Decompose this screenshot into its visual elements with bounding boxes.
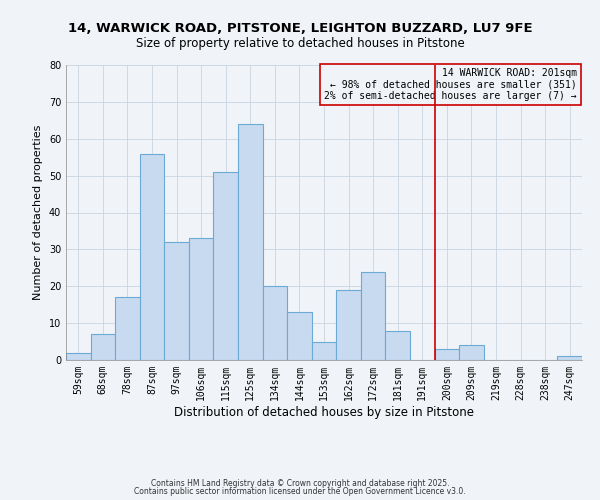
Bar [434, 349, 459, 360]
Bar [189, 238, 214, 360]
Text: Contains public sector information licensed under the Open Government Licence v3: Contains public sector information licen… [134, 487, 466, 496]
Text: Size of property relative to detached houses in Pitstone: Size of property relative to detached ho… [136, 38, 464, 51]
Y-axis label: Number of detached properties: Number of detached properties [33, 125, 43, 300]
Bar [361, 272, 385, 360]
Bar [459, 345, 484, 360]
Bar [115, 298, 140, 360]
Bar [91, 334, 115, 360]
X-axis label: Distribution of detached houses by size in Pitstone: Distribution of detached houses by size … [174, 406, 474, 418]
Bar [557, 356, 582, 360]
Text: 14, WARWICK ROAD, PITSTONE, LEIGHTON BUZZARD, LU7 9FE: 14, WARWICK ROAD, PITSTONE, LEIGHTON BUZ… [68, 22, 532, 36]
Text: Contains HM Land Registry data © Crown copyright and database right 2025.: Contains HM Land Registry data © Crown c… [151, 478, 449, 488]
Bar [164, 242, 189, 360]
Bar [312, 342, 336, 360]
Bar [287, 312, 312, 360]
Bar [214, 172, 238, 360]
Bar [263, 286, 287, 360]
Bar [140, 154, 164, 360]
Bar [238, 124, 263, 360]
Bar [336, 290, 361, 360]
Bar [385, 330, 410, 360]
Text: 14 WARWICK ROAD: 201sqm
← 98% of detached houses are smaller (351)
2% of semi-de: 14 WARWICK ROAD: 201sqm ← 98% of detache… [324, 68, 577, 101]
Bar [66, 352, 91, 360]
